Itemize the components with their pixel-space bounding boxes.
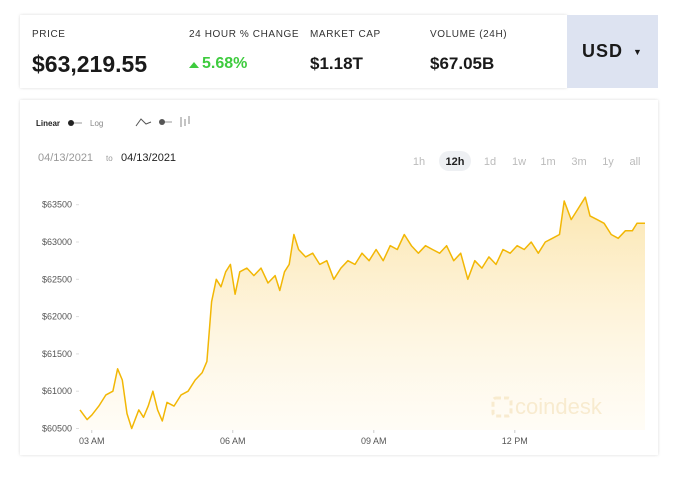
scale-linear[interactable]: Linear: [36, 119, 60, 128]
y-tick-label: $60500: [42, 424, 72, 434]
market-cap: $1.18T: [310, 54, 363, 73]
y-tick-label: $61500: [42, 349, 72, 359]
range-button[interactable]: 1y: [602, 156, 614, 168]
range-button[interactable]: 1m: [540, 156, 555, 168]
y-tick-label: $63500: [42, 200, 72, 210]
y-tick-label: $62500: [42, 274, 72, 284]
range-button[interactable]: 1w: [512, 156, 526, 168]
stats-card: PRICE $63,219.55 24 HOUR % CHANGE 5.68% …: [20, 15, 567, 88]
currency-dropdown[interactable]: USD ▼: [567, 15, 658, 88]
area: [80, 197, 645, 430]
y-tick-label: $61000: [42, 386, 72, 396]
range-button[interactable]: 3m: [571, 156, 586, 168]
y-tick-label: $63000: [42, 237, 72, 247]
price: $63,219.55: [32, 51, 148, 77]
scale-log[interactable]: Log: [90, 119, 103, 128]
candle-icon[interactable]: [180, 116, 190, 127]
date-to[interactable]: 04/13/2021: [121, 152, 176, 164]
currency[interactable]: USD: [582, 41, 624, 61]
price-line: [79, 196, 645, 430]
date-to-word: to: [106, 154, 113, 163]
x-tick-label: 12 PM: [502, 436, 528, 446]
range-button[interactable]: 1h: [413, 156, 425, 168]
date-from[interactable]: 04/13/2021: [38, 152, 93, 164]
change: 5.68%: [202, 55, 248, 72]
up-arrow: [189, 62, 199, 68]
volume: $67.05B: [430, 54, 495, 73]
toggle-knob[interactable]: [159, 119, 165, 125]
x-tick-label: 06 AM: [220, 436, 246, 446]
change-label: 24 HOUR % CHANGE: [189, 29, 300, 40]
toggle-knob[interactable]: [68, 120, 74, 126]
range-button[interactable]: 1d: [484, 156, 496, 168]
caret: ▼: [633, 46, 643, 57]
price-label: PRICE: [32, 29, 66, 40]
x-tick-label: 03 AM: [79, 436, 105, 446]
y-tick-label: $62000: [42, 312, 72, 322]
cap-label: MARKET CAP: [310, 29, 381, 40]
range-active-bg[interactable]: [439, 151, 471, 171]
line-icon[interactable]: [135, 118, 152, 127]
range-button[interactable]: all: [629, 156, 640, 168]
x-tick-label: 09 AM: [361, 436, 387, 446]
range-button[interactable]: 12h: [446, 156, 465, 168]
volume-label: VOLUME (24H): [430, 29, 508, 40]
